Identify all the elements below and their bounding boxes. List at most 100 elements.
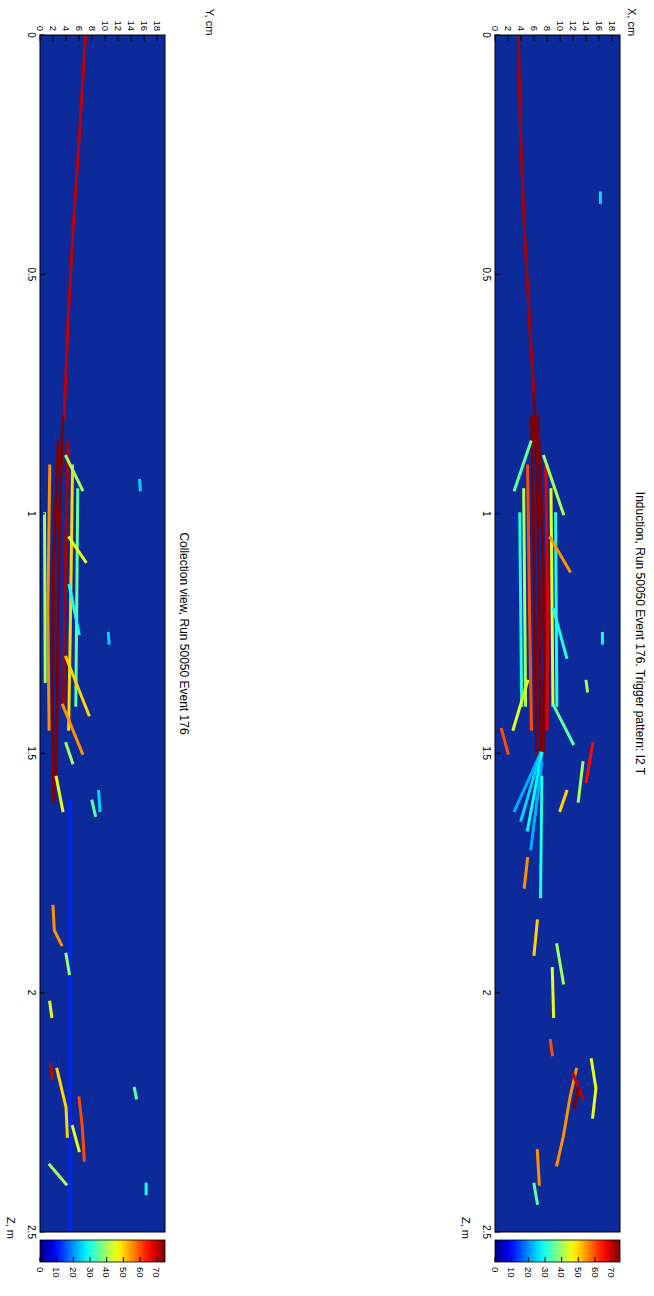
y-tick-label: 10 bbox=[555, 20, 566, 31]
color-tick bbox=[40, 1257, 41, 1262]
hits bbox=[45, 35, 147, 1232]
track bbox=[515, 442, 531, 490]
color-bar bbox=[495, 1240, 620, 1262]
color-tick-label: 50 bbox=[118, 1267, 129, 1278]
x-tick bbox=[40, 992, 45, 993]
y-tick bbox=[92, 35, 93, 41]
x-axis-title: Z, m bbox=[460, 1217, 472, 1239]
track bbox=[145, 1184, 148, 1194]
x-tick-label: 2.5 bbox=[26, 1225, 37, 1239]
x-tick bbox=[40, 753, 45, 754]
track bbox=[557, 1069, 577, 1165]
color-tick bbox=[611, 1257, 612, 1262]
track bbox=[538, 418, 545, 753]
y-tick bbox=[144, 35, 145, 41]
color-tick-label: 10 bbox=[51, 1267, 62, 1278]
x-tick bbox=[495, 513, 500, 514]
track bbox=[66, 744, 73, 763]
y-tick bbox=[105, 35, 106, 41]
track bbox=[50, 1064, 52, 1078]
track bbox=[56, 777, 63, 811]
x-tick-label: 2 bbox=[481, 990, 492, 996]
x-tick-label: 0 bbox=[481, 32, 492, 38]
track bbox=[599, 193, 602, 203]
track bbox=[524, 490, 526, 705]
color-tick-label: 0 bbox=[490, 1267, 501, 1272]
color-tick bbox=[123, 1257, 124, 1262]
y-tick bbox=[508, 35, 509, 41]
x-tick-label: 0 bbox=[26, 32, 37, 38]
color-tick bbox=[595, 1257, 596, 1262]
title: Induction, Run 50050 Event 176. Trigger … bbox=[633, 492, 647, 776]
y-tick-label: 10 bbox=[100, 20, 111, 31]
y-tick-label: 4 bbox=[61, 26, 72, 31]
x-tick bbox=[495, 35, 500, 36]
y-tick bbox=[66, 35, 67, 41]
track bbox=[554, 705, 574, 743]
x-tick-label: 2.5 bbox=[481, 1225, 492, 1239]
color-tick bbox=[56, 1257, 57, 1262]
track bbox=[544, 456, 564, 513]
y-tick-label: 8 bbox=[87, 26, 98, 31]
y-tick bbox=[40, 35, 41, 41]
track bbox=[534, 921, 537, 955]
track bbox=[502, 729, 509, 753]
y-tick bbox=[521, 35, 522, 41]
x-tick bbox=[495, 1232, 500, 1233]
track bbox=[50, 1165, 66, 1184]
title: Collection view, Run 50050 Event 176 bbox=[177, 532, 191, 734]
color-tick bbox=[495, 1257, 496, 1262]
y-tick-label: 12 bbox=[113, 20, 124, 31]
color-tick bbox=[528, 1257, 529, 1262]
track bbox=[64, 35, 85, 418]
y-tick-label: 14 bbox=[581, 20, 592, 31]
y-tick bbox=[573, 35, 574, 41]
color-tick-label: 0 bbox=[35, 1267, 46, 1272]
y-tick bbox=[599, 35, 600, 41]
track bbox=[551, 490, 553, 705]
track bbox=[586, 681, 587, 691]
color-tick-label: 20 bbox=[68, 1267, 79, 1278]
track bbox=[520, 514, 522, 706]
track bbox=[66, 657, 89, 714]
track bbox=[556, 514, 557, 706]
track bbox=[550, 1040, 552, 1054]
y-tick bbox=[534, 35, 535, 41]
x-tick bbox=[40, 513, 45, 514]
y-tick-label: 2 bbox=[48, 26, 59, 31]
track bbox=[601, 634, 604, 644]
track bbox=[537, 1151, 539, 1185]
panel: 00.511.522.5Z, m024681012141618X, cmIndu… bbox=[460, 8, 647, 1278]
x-tick-label: 1.5 bbox=[26, 746, 37, 760]
y-tick-label: 14 bbox=[126, 20, 137, 31]
y-tick-label: 6 bbox=[529, 26, 540, 31]
y-tick bbox=[612, 35, 613, 41]
track bbox=[76, 490, 78, 705]
track bbox=[534, 1184, 537, 1203]
y-tick bbox=[586, 35, 587, 41]
y-tick bbox=[118, 35, 119, 41]
x-tick bbox=[40, 1232, 45, 1233]
color-tick-label: 20 bbox=[523, 1267, 534, 1278]
track bbox=[57, 1069, 67, 1136]
rotated-canvas: 00.511.522.5Z, m024681012141618X, cmIndu… bbox=[5, 8, 647, 1278]
y-tick bbox=[547, 35, 548, 41]
track bbox=[69, 586, 79, 634]
x-axis-title: Z, m bbox=[5, 1217, 17, 1239]
x-tick-label: 1.5 bbox=[481, 746, 492, 760]
track bbox=[524, 859, 527, 888]
track bbox=[134, 1088, 136, 1098]
y-tick bbox=[79, 35, 80, 41]
track bbox=[513, 681, 527, 729]
track bbox=[63, 442, 68, 705]
x-tick-label: 1 bbox=[481, 511, 492, 517]
track bbox=[518, 35, 535, 418]
track bbox=[68, 801, 71, 1232]
track bbox=[69, 538, 85, 562]
color-tick bbox=[511, 1257, 512, 1262]
x-tick bbox=[495, 274, 500, 275]
color-tick-label: 70 bbox=[151, 1267, 162, 1278]
x-tick bbox=[495, 753, 500, 754]
track bbox=[138, 480, 142, 490]
x-tick-label: 0.5 bbox=[481, 267, 492, 281]
